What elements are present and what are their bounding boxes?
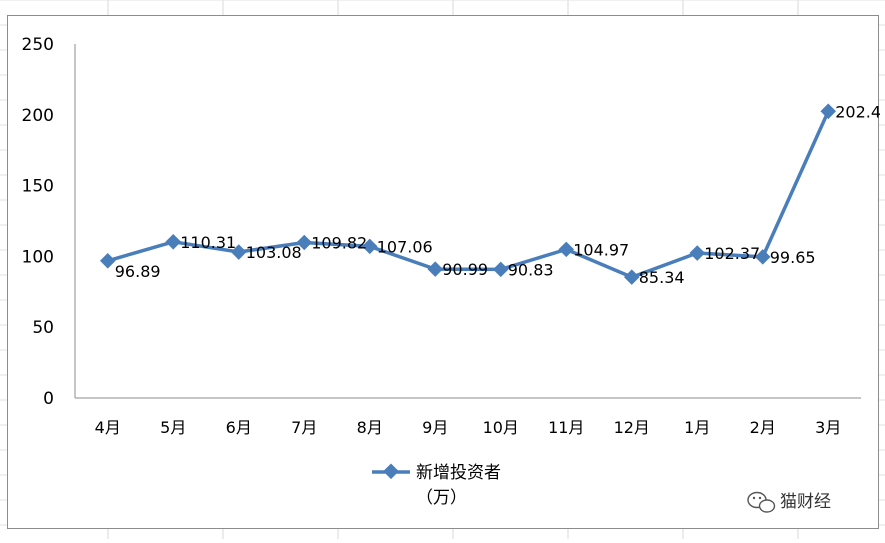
- data-point-marker: [165, 234, 182, 250]
- data-label: 96.89: [115, 262, 161, 281]
- legend-label-line2: （万）: [416, 488, 467, 508]
- legend-marker: [383, 463, 399, 480]
- data-label: 109.82: [311, 233, 367, 252]
- data-point-marker: [558, 241, 575, 258]
- data-label: 104.97: [573, 240, 629, 259]
- wechat-icon: [747, 491, 776, 513]
- data-labels: 96.89 110.31 103.08 109.82 107.06 90.99 90.83 1…: [115, 102, 885, 287]
- data-point-marker: [689, 245, 706, 261]
- data-point-marker: [230, 244, 247, 260]
- x-tick-label: 8月: [357, 418, 383, 437]
- x-tick-label: 6月: [226, 418, 252, 437]
- y-tick-label: 0: [43, 389, 54, 409]
- y-tick-label: 250: [22, 35, 54, 55]
- data-label: 202.48: [835, 102, 880, 121]
- data-point-marker: [623, 269, 640, 285]
- data-label: 90.99: [442, 260, 488, 279]
- data-label: 107.06: [377, 237, 433, 256]
- y-tick-label: 200: [22, 106, 54, 126]
- x-tick-label: 12月: [614, 418, 650, 437]
- data-label: 103.08: [246, 243, 302, 262]
- line-chart: 0 50 100 150 200 250 4月 5月 6月 7月 8月 9月 10月 11月 12月 1月 2…: [22, 35, 885, 513]
- data-point-marker: [820, 103, 837, 120]
- x-tick-label: 1月: [684, 418, 710, 437]
- y-tick-label: 50: [32, 318, 54, 338]
- data-label: 110.31: [180, 233, 236, 252]
- data-label: 99.65: [770, 248, 816, 267]
- x-tick-label: 3月: [815, 418, 841, 437]
- x-tick-label: 10月: [483, 418, 519, 437]
- legend-label-line1: 新增投资者: [416, 463, 501, 483]
- x-tick-label: 5月: [160, 418, 186, 437]
- y-tick-label: 150: [22, 177, 54, 197]
- y-axis: 0 50 100 150 200 250: [22, 35, 76, 409]
- data-label: 102.37: [704, 244, 760, 263]
- data-point-marker: [99, 253, 116, 269]
- data-point-marker: [492, 261, 509, 278]
- x-tick-label: 11月: [548, 418, 584, 437]
- x-axis: 4月 5月 6月 7月 8月 9月 10月 11月 12月 1月 2月 3月: [75, 397, 861, 437]
- x-tick-label: 4月: [95, 418, 121, 437]
- data-point-marker: [296, 234, 313, 251]
- data-label: 85.34: [639, 268, 685, 287]
- x-tick-label: 7月: [291, 418, 317, 437]
- x-tick-label: 9月: [422, 418, 448, 437]
- legend: 新增投资者 （万）: [372, 463, 501, 508]
- data-label: 90.83: [508, 260, 554, 279]
- series-line: [107, 110, 830, 279]
- data-point-marker: [361, 238, 378, 255]
- chart-area[interactable]: 0 50 100 150 200 250 4月 5月 6月 7月 8月 9月 10月 11月 12月 1月 2…: [7, 15, 885, 529]
- data-point-marker: [427, 261, 444, 277]
- watermark: 猫财经: [747, 491, 831, 513]
- y-tick-label: 100: [22, 247, 54, 267]
- watermark-text: 猫财经: [780, 492, 831, 512]
- x-tick-label: 2月: [750, 418, 776, 437]
